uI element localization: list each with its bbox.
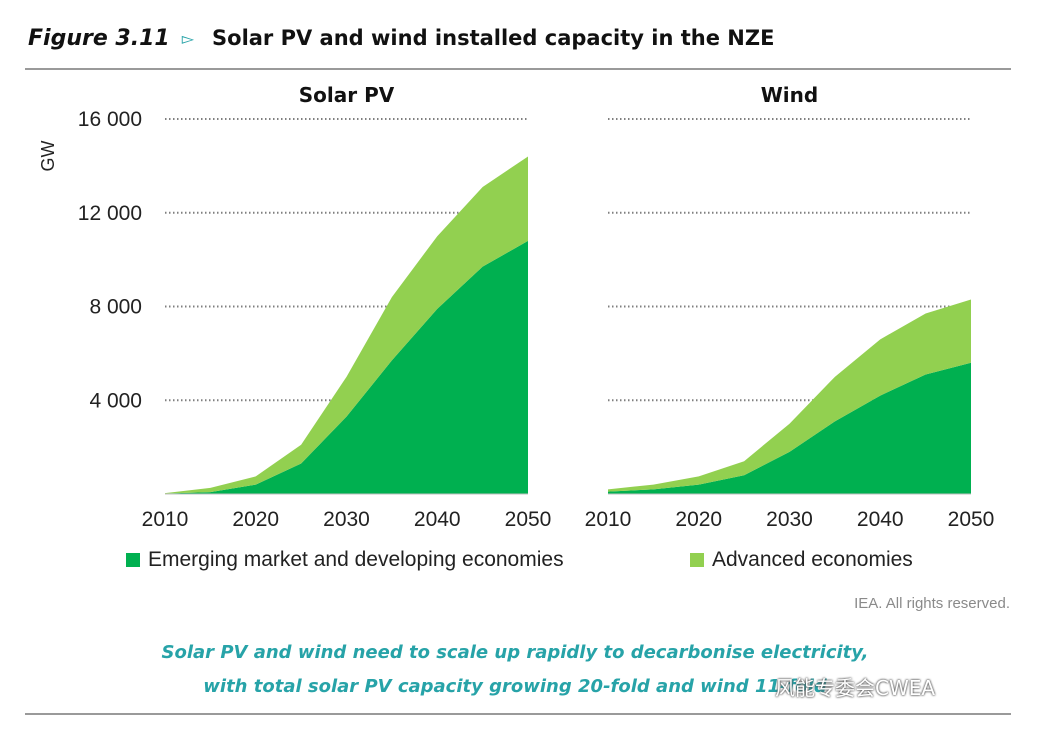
solar-pv-panel-title: Solar PV bbox=[299, 83, 395, 107]
legend-label-emerging: Emerging market and developing economies bbox=[148, 548, 564, 571]
legend-label-advanced: Advanced economies bbox=[712, 548, 913, 571]
solar-pv-y-axis-label: GW bbox=[38, 140, 58, 171]
solar-pv-area-advanced bbox=[165, 156, 528, 494]
solar-pv-y-tick-label: 12 000 bbox=[78, 202, 142, 225]
source-note: IEA. All rights reserved. bbox=[854, 595, 1010, 612]
triangle-right-icon: ▻ bbox=[181, 28, 195, 48]
caption-line-1: Solar PV and wind need to scale up rapid… bbox=[161, 642, 869, 663]
legend-item-advanced: Advanced economies bbox=[690, 548, 913, 572]
solar-pv-y-tick-label: 4 000 bbox=[89, 389, 142, 412]
wind-x-tick-label: 2020 bbox=[675, 508, 722, 531]
figure-header: Figure 3.11 ▻ Solar PV and wind installe… bbox=[28, 20, 774, 56]
watermark: 风能专委会CWEA bbox=[775, 676, 936, 700]
solar-pv-y-tick-label: 8 000 bbox=[89, 296, 142, 319]
wind-x-tick-label: 2050 bbox=[948, 508, 995, 531]
solar-pv-x-tick-label: 2010 bbox=[142, 508, 189, 531]
legend-swatch-emerging bbox=[126, 553, 140, 567]
wind-panel-title: Wind bbox=[761, 83, 818, 107]
solar-pv-x-tick-label: 2040 bbox=[414, 508, 461, 531]
solar-pv-x-tick-label: 2050 bbox=[505, 508, 552, 531]
wind-x-tick-label: 2040 bbox=[857, 508, 904, 531]
figure-label: Figure 3.11 bbox=[28, 25, 170, 51]
figure-caption: Solar PV and wind need to scale up rapid… bbox=[0, 636, 1030, 704]
chart-area: 2010 2020 2030 2040 2050 4 000 8 000 12 000 16 0… bbox=[38, 83, 995, 531]
solar-pv-x-tick-label: 2020 bbox=[232, 508, 279, 531]
solar-pv-x-tick-label: 2030 bbox=[323, 508, 370, 531]
legend-swatch-advanced bbox=[690, 553, 704, 567]
legend-item-emerging: Emerging market and developing economies bbox=[126, 548, 564, 572]
chart-legend: Emerging market and developing economies… bbox=[0, 548, 1045, 578]
top-divider bbox=[25, 68, 1011, 70]
bottom-divider bbox=[25, 713, 1011, 715]
wind-area-advanced bbox=[608, 299, 971, 492]
wind-x-tick-label: 2030 bbox=[766, 508, 813, 531]
solar-pv-area-emerging bbox=[165, 240, 528, 494]
wind-x-tick-label: 2010 bbox=[585, 508, 632, 531]
solar-pv-y-tick-label: 16 000 bbox=[78, 108, 142, 131]
caption-line-2: with total solar PV capacity growing 20-… bbox=[203, 676, 827, 697]
figure-title: Solar PV and wind installed capacity in … bbox=[212, 26, 775, 50]
